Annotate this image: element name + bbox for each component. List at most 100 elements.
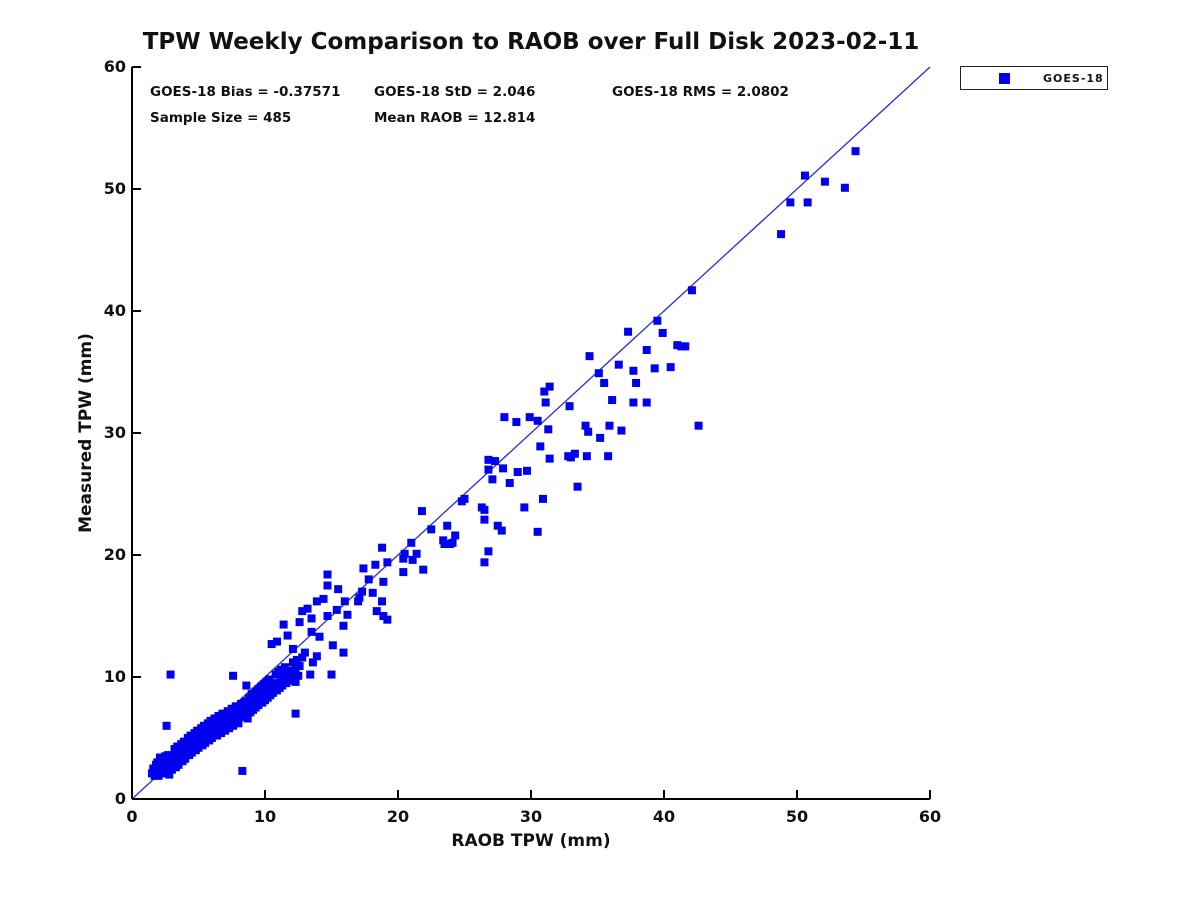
- data-point: [307, 614, 316, 623]
- data-point: [343, 610, 352, 619]
- data-point: [267, 640, 276, 649]
- data-point: [279, 620, 288, 629]
- stat-bias-text: GOES-18 Bias = -0.37571: [150, 84, 341, 100]
- data-point: [460, 494, 469, 503]
- data-point: [207, 734, 216, 742]
- x-axis-label: RAOB TPW (mm): [451, 831, 611, 851]
- data-point: [339, 648, 348, 657]
- y-tick-label: 20: [103, 545, 126, 564]
- data-point: [272, 637, 281, 646]
- data-point: [264, 675, 273, 684]
- data-point: [642, 398, 651, 407]
- chart-title: TPW Weekly Comparison to RAOB over Full …: [142, 29, 920, 55]
- data-point: [581, 421, 590, 430]
- data-point: [803, 198, 812, 207]
- data-point: [484, 455, 493, 464]
- data-point: [307, 627, 316, 636]
- data-point: [332, 605, 341, 614]
- data-point: [355, 593, 364, 602]
- data-point: [632, 378, 641, 387]
- data-point: [312, 597, 321, 606]
- data-point: [480, 505, 489, 514]
- data-point: [427, 525, 436, 534]
- data-point: [523, 466, 532, 475]
- data-point: [300, 648, 309, 657]
- data-point: [291, 709, 300, 718]
- data-point: [443, 521, 452, 530]
- y-tick-label: 40: [103, 301, 126, 320]
- data-point: [480, 515, 489, 524]
- data-point: [298, 653, 307, 662]
- data-point: [570, 449, 579, 458]
- data-point: [451, 531, 460, 540]
- y-tick-label: 50: [103, 179, 126, 198]
- data-point: [629, 366, 638, 375]
- data-point: [166, 670, 175, 679]
- data-point: [294, 671, 303, 680]
- stat-sample-size-text: Sample Size = 485: [150, 110, 292, 126]
- data-point: [383, 615, 392, 624]
- data-point: [379, 577, 388, 586]
- data-point: [800, 171, 809, 180]
- data-point: [513, 468, 522, 477]
- data-point: [359, 564, 368, 573]
- data-point: [364, 575, 373, 584]
- data-point: [687, 286, 696, 295]
- data-point: [400, 549, 409, 558]
- x-tick-label: 60: [918, 807, 942, 826]
- data-point: [608, 396, 617, 405]
- data-point: [594, 369, 603, 378]
- x-tick-label: 0: [126, 807, 138, 826]
- data-point: [497, 526, 506, 535]
- stat-std-text: GOES-18 StD = 2.046: [374, 84, 536, 100]
- data-point: [306, 670, 315, 679]
- data-point: [319, 594, 328, 603]
- data-point: [229, 721, 238, 730]
- data-point: [238, 766, 247, 775]
- data-point: [544, 425, 553, 434]
- data-point: [694, 421, 703, 430]
- data-point: [545, 454, 554, 463]
- data-point: [315, 632, 324, 641]
- x-tick-label: 10: [253, 807, 277, 826]
- data-point: [378, 597, 387, 606]
- data-point: [243, 714, 252, 723]
- data-point: [538, 494, 547, 503]
- data-point: [488, 475, 497, 484]
- x-tick-label: 20: [386, 807, 410, 826]
- data-point: [624, 327, 633, 336]
- data-point: [493, 521, 502, 530]
- data-point: [491, 457, 500, 466]
- data-point: [505, 479, 514, 488]
- x-tick-label: 50: [785, 807, 809, 826]
- x-tick-label: 40: [652, 807, 676, 826]
- data-point: [328, 641, 337, 650]
- data-point: [512, 418, 521, 427]
- data-point: [540, 387, 549, 396]
- data-point: [600, 378, 609, 387]
- data-point: [584, 427, 593, 436]
- data-point: [235, 713, 244, 722]
- data-point: [383, 558, 392, 567]
- data-point: [820, 177, 829, 186]
- data-point: [378, 543, 387, 552]
- data-point: [786, 198, 795, 207]
- data-point: [339, 621, 348, 630]
- data-point: [229, 671, 238, 680]
- data-point: [545, 382, 554, 391]
- data-point: [533, 416, 542, 425]
- data-point: [484, 465, 493, 474]
- data-point: [327, 670, 336, 679]
- data-point: [604, 452, 613, 461]
- data-point: [295, 618, 304, 627]
- data-point: [412, 549, 421, 558]
- data-point: [283, 631, 292, 640]
- stat-mean-raob-text: Mean RAOB = 12.814: [374, 110, 536, 126]
- data-point: [162, 721, 171, 730]
- data-point: [407, 538, 416, 547]
- data-point: [605, 421, 614, 430]
- y-tick-label: 60: [103, 57, 126, 76]
- stat-rms-text: GOES-18 RMS = 2.0802: [612, 84, 789, 100]
